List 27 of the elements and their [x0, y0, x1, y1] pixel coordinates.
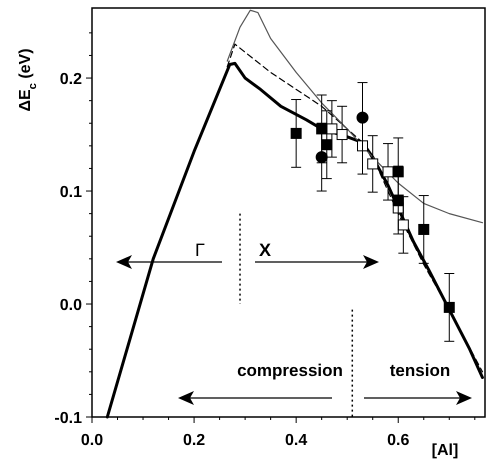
- point: [398, 219, 409, 230]
- x-tick-label: 0.2: [182, 432, 206, 449]
- point: [290, 128, 302, 139]
- annotation: compression: [237, 361, 343, 380]
- annotation: tension: [390, 361, 450, 380]
- x-tick-label: 0.4: [285, 432, 308, 449]
- y-tick-label: -0.1: [54, 410, 82, 427]
- point: [392, 194, 404, 206]
- x-tick-label: 0.0: [80, 432, 104, 449]
- y-tick-label: 0.1: [60, 184, 82, 202]
- annotation: X: [258, 240, 272, 260]
- y-tick-label: 0.2: [60, 71, 82, 88]
- point: [418, 224, 430, 235]
- point: [382, 166, 394, 178]
- point: [357, 140, 368, 152]
- point: [316, 151, 328, 164]
- point: [367, 158, 378, 170]
- point: [336, 129, 348, 140]
- point: [356, 112, 369, 124]
- point: [392, 166, 404, 178]
- point: [444, 302, 455, 313]
- point: [321, 139, 332, 150]
- annotation: Γ: [195, 240, 206, 260]
- line-series: [226, 10, 484, 224]
- x-axis-title: [Al]: [432, 442, 458, 459]
- y-tick-label: 0.0: [60, 297, 82, 314]
- x-tick-label: 0.6: [387, 432, 410, 449]
